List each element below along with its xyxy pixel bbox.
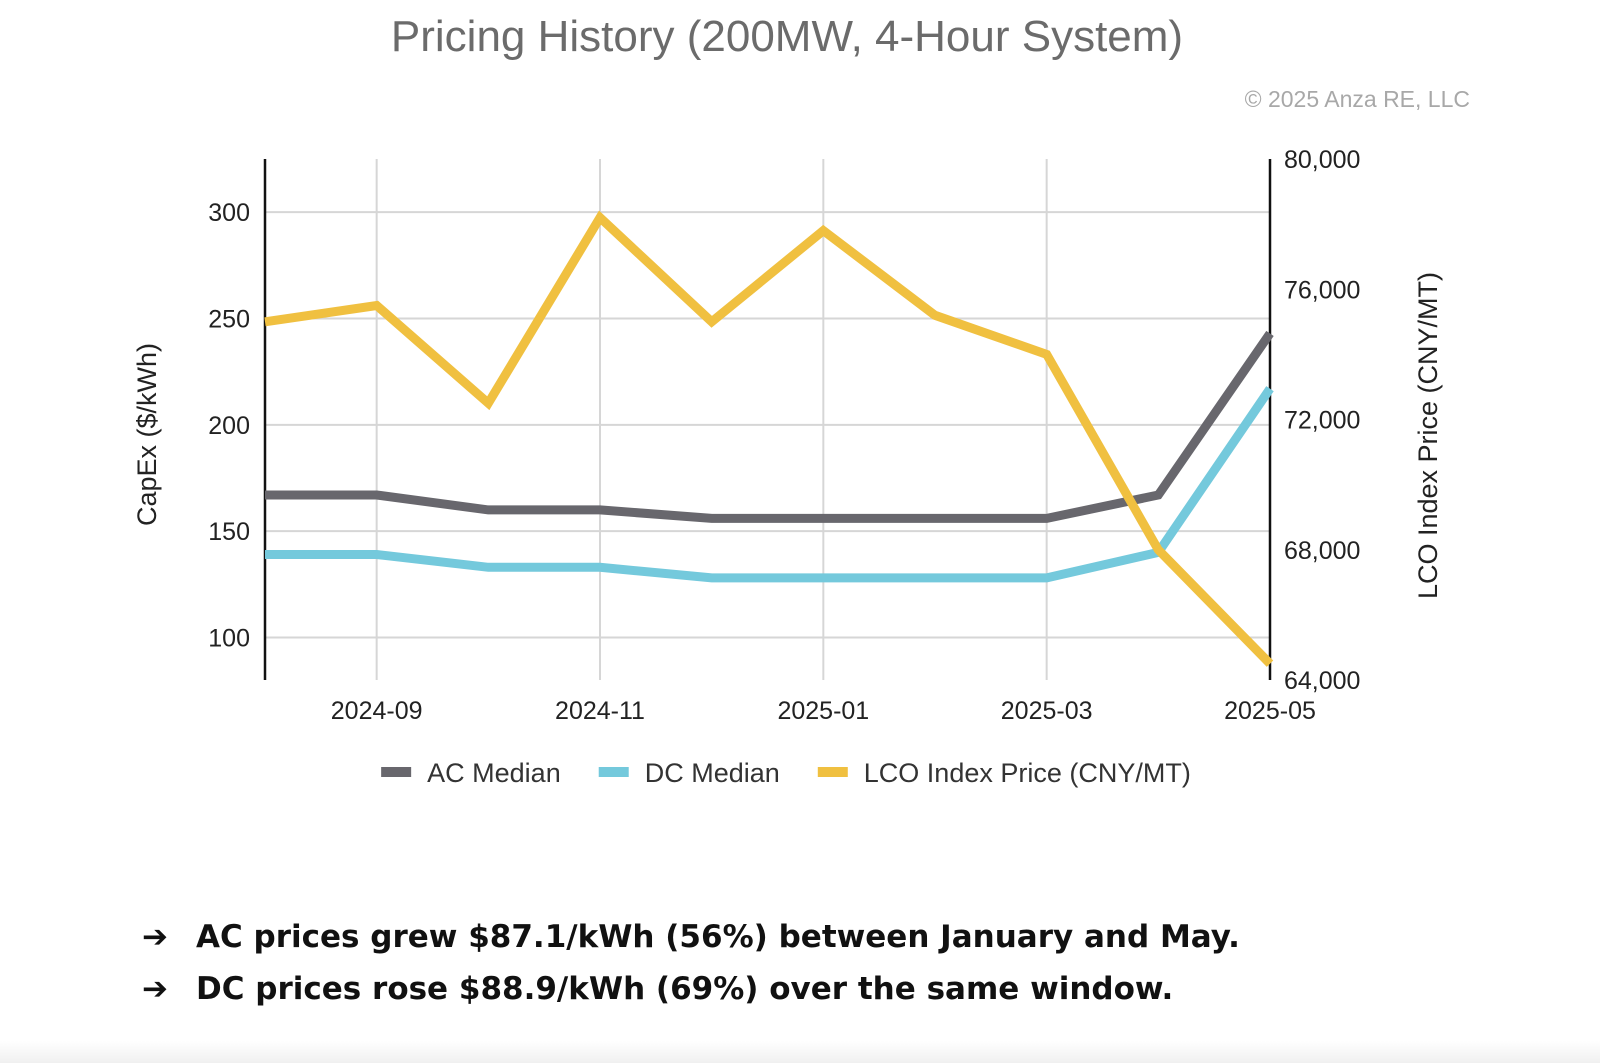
copyright-notice: © 2025 Anza RE, LLC	[1244, 86, 1470, 112]
series-line-dc-median	[265, 386, 1274, 583]
y-tick-label: 150	[208, 518, 250, 546]
pricing-line-chart: CapEx ($/kWh) LCO Index Price (CNY/MT) 10…	[132, 146, 1443, 788]
key-takeaways: ➔ AC prices grew $87.1/kWh (56%) between …	[142, 915, 1240, 1019]
series-line-lco-index-price-cny-mt	[264, 210, 1274, 667]
y-axis-title: CapEx ($/kWh)	[132, 343, 162, 526]
x-tick-label: 2025-01	[777, 697, 869, 725]
chart-legend: AC Median DC Median LCO Index Price (CNY/M…	[381, 758, 1191, 788]
x-tick-label: 2024-11	[555, 697, 645, 725]
legend-swatch-ac-median	[381, 767, 412, 777]
y2-tick-label: 64,000	[1284, 667, 1360, 695]
x-tick-label: 2024-09	[331, 697, 423, 725]
y-tick-label: 250	[208, 305, 250, 333]
legend-label-lco-index-price-cny-mt: LCO Index Price (CNY/MT)	[864, 758, 1191, 788]
y-tick-label: 200	[208, 412, 250, 440]
legend-swatch-lco-index-price-cny-mt	[817, 767, 848, 777]
y2-tick-label: 68,000	[1284, 537, 1360, 565]
takeaway-ac: ➔ AC prices grew $87.1/kWh (56%) between …	[142, 915, 1240, 967]
y2-tick-label: 80,000	[1284, 146, 1360, 174]
series-lines	[264, 210, 1274, 667]
arrow-icon: ➔	[142, 971, 168, 1007]
tick-labels: 100 150 200 250 300 2024-09 2024-11 2025-01 2025…	[208, 146, 1360, 725]
legend-label-dc-median: DC Median	[645, 758, 780, 788]
page-bottom-shade	[0, 1041, 1600, 1063]
takeaway-ac-text: AC prices grew $87.1/kWh (56%) between J…	[196, 919, 1240, 955]
arrow-icon: ➔	[142, 919, 168, 955]
legend-label-ac-median: AC Median	[427, 758, 561, 788]
takeaway-dc: ➔ DC prices rose $88.9/kWh (69%) over the…	[142, 967, 1240, 1019]
y2-tick-label: 76,000	[1284, 276, 1360, 304]
y2-axis-title: LCO Index Price (CNY/MT)	[1413, 272, 1443, 599]
y-tick-label: 300	[208, 199, 250, 227]
x-tick-label: 2025-03	[1001, 697, 1093, 725]
x-tick-label: 2025-05	[1224, 697, 1316, 725]
chart-axes: CapEx ($/kWh) LCO Index Price (CNY/MT)	[132, 159, 1443, 680]
y-tick-label: 100	[208, 624, 250, 652]
y2-tick-label: 72,000	[1284, 407, 1360, 435]
series-line-ac-median	[265, 330, 1274, 523]
takeaway-dc-text: DC prices rose $88.9/kWh (69%) over the …	[196, 971, 1174, 1007]
chart-title: Pricing History (200MW, 4-Hour System)	[390, 12, 1184, 61]
grid-lines	[265, 159, 1270, 680]
legend-swatch-dc-median	[598, 767, 629, 777]
